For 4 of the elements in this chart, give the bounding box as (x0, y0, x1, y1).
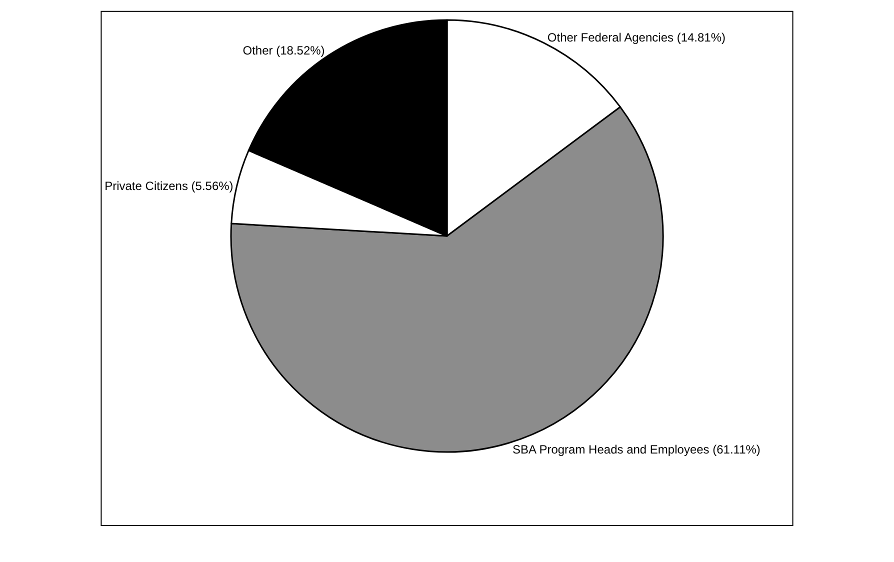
slice-label: Other (18.52%) (242, 44, 325, 58)
slice-label: Private Citizens (5.56%) (104, 178, 234, 193)
slice-label: SBA Program Heads and Employees (61.11%) (512, 442, 760, 456)
slice-label: Other Federal Agencies (14.81%) (547, 30, 726, 44)
